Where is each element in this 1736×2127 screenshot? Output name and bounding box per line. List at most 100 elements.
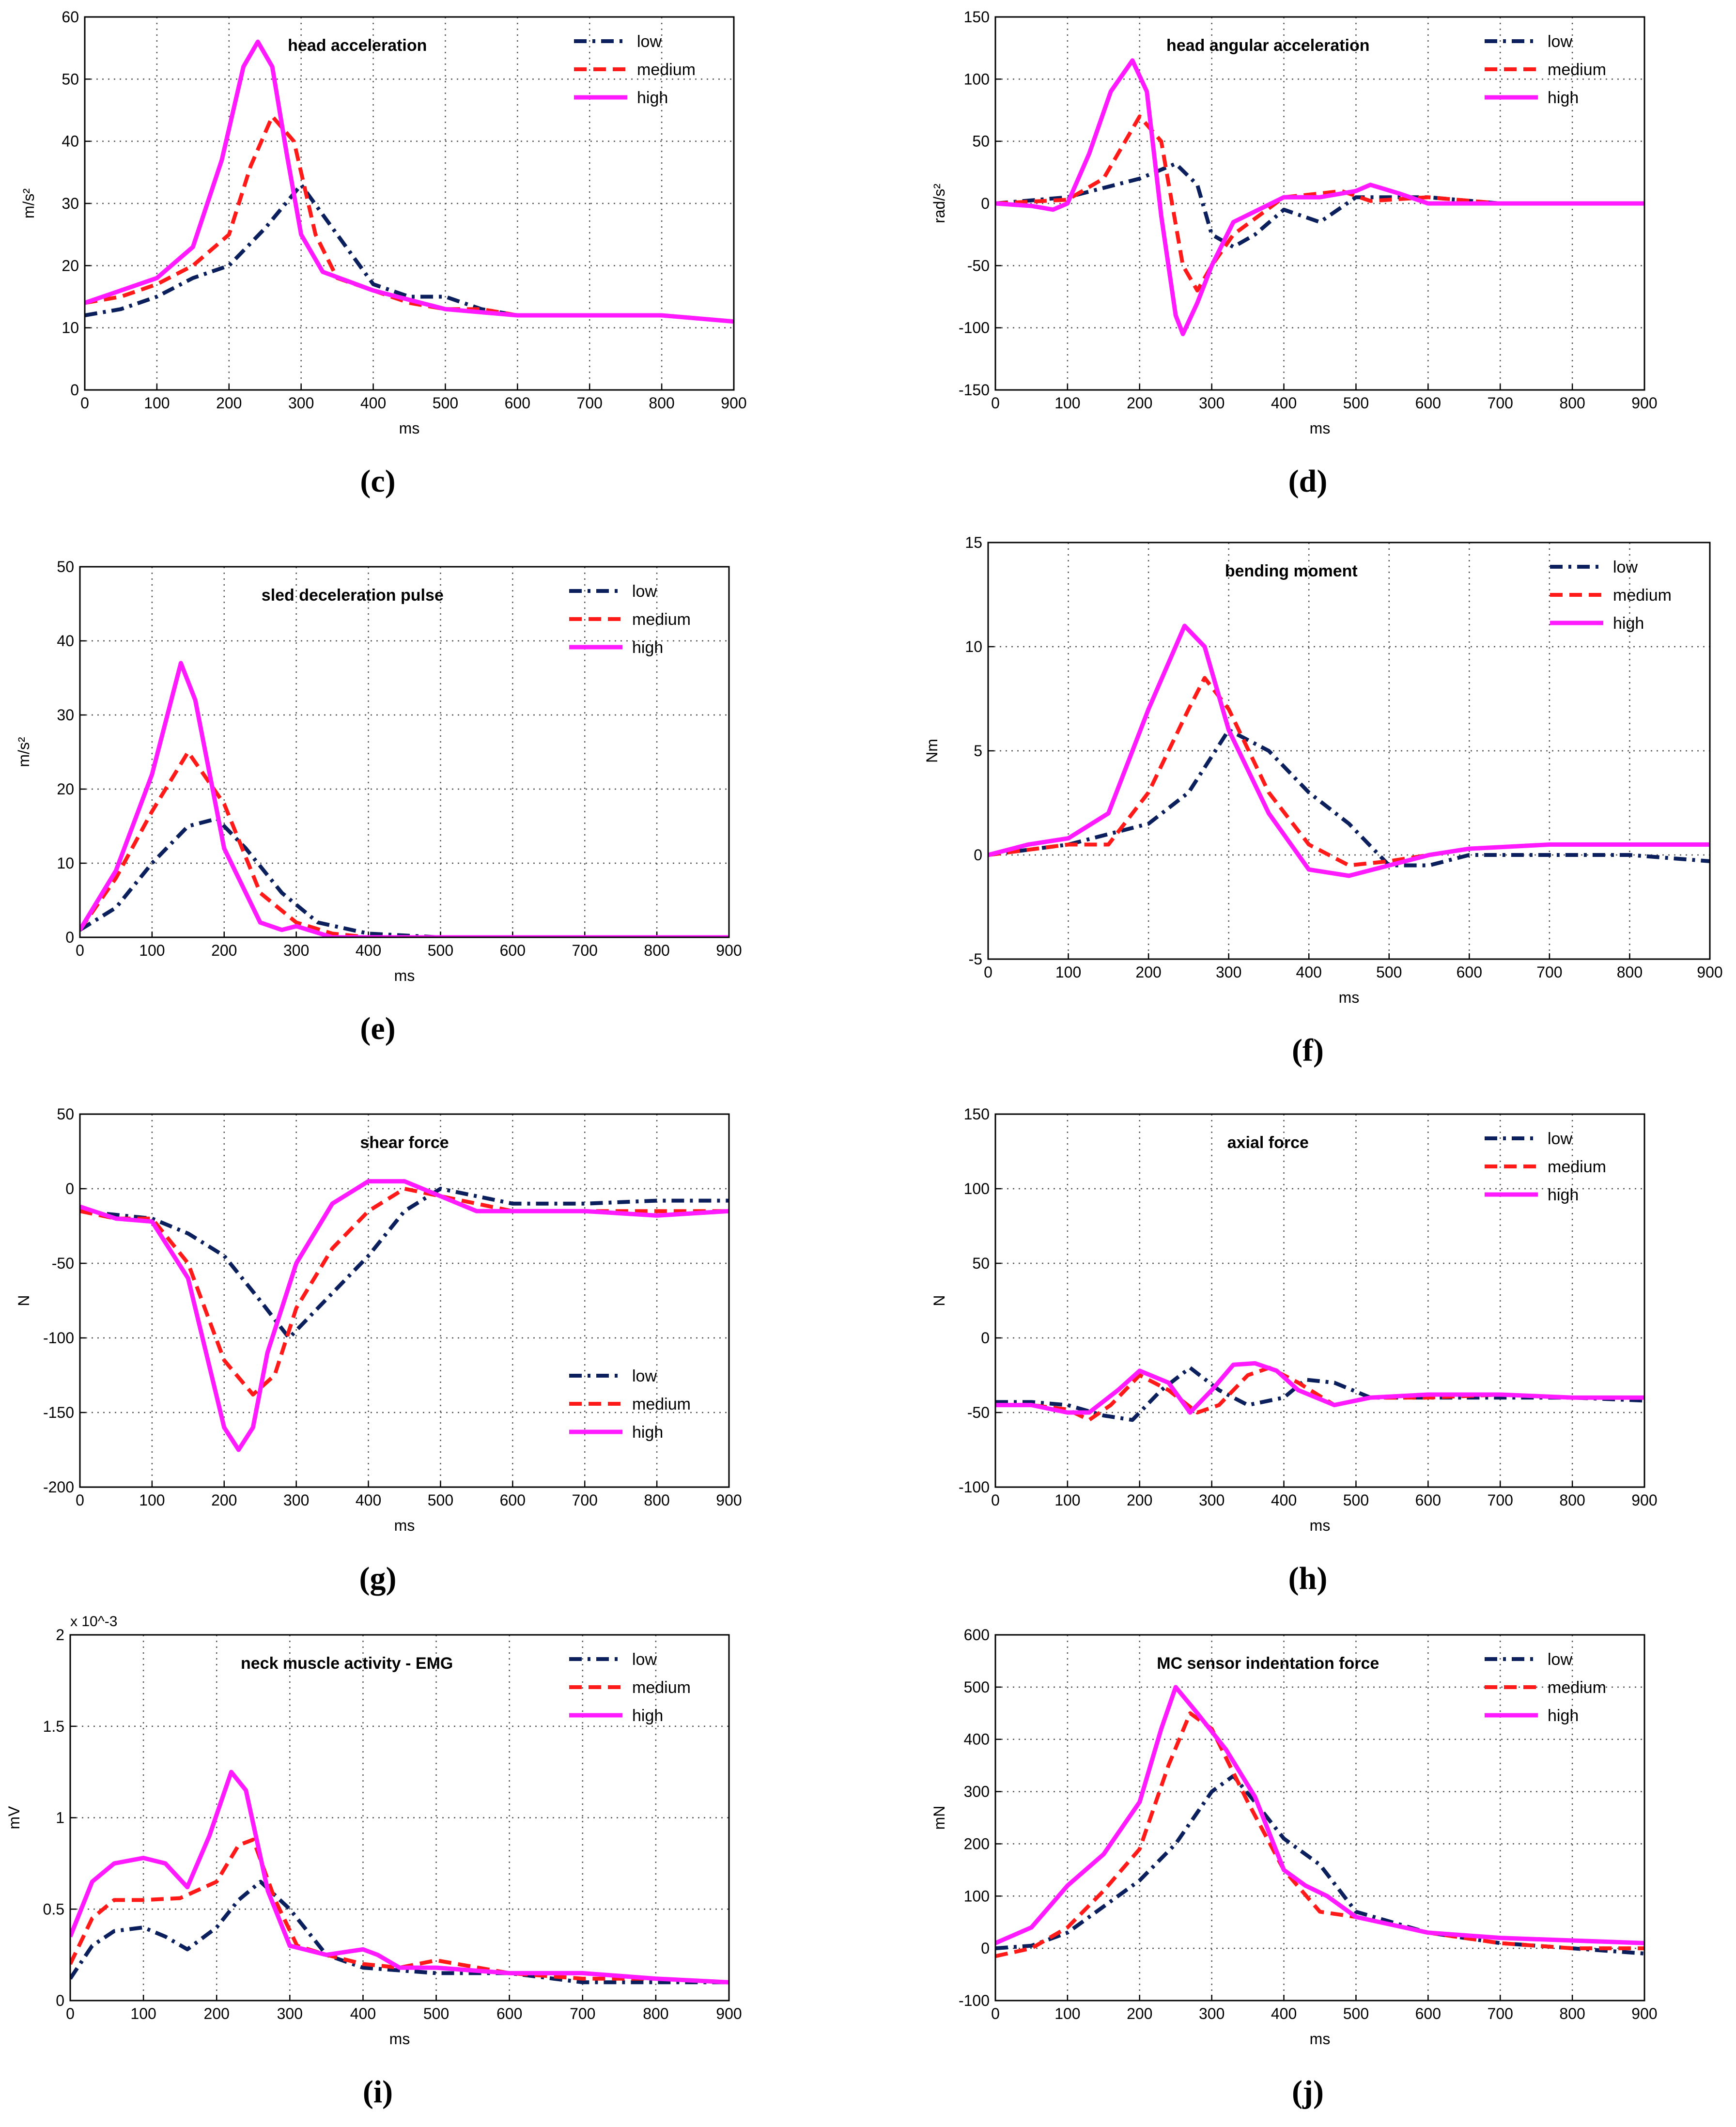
x-tick-label: 100 [1054, 2005, 1080, 2022]
y-axis-label: mV [5, 1806, 23, 1830]
x-axis-label: ms [394, 967, 415, 984]
panel-label: (h) [1288, 1561, 1328, 1596]
y-tick-label: 150 [964, 1105, 990, 1123]
series-line-medium [988, 676, 1710, 868]
x-tick-label: 300 [277, 2005, 303, 2022]
y-tick-label: 0 [65, 1180, 74, 1197]
y-tick-label: 0.5 [43, 1900, 64, 1918]
chart-title: shear force [360, 1133, 449, 1152]
chart-e: 0 100 200 300 400 500 600 700 800 900 0 10 20 30 40 50 s… [15, 558, 742, 1046]
x-tick-label: 700 [572, 1491, 598, 1509]
x-tick-label: 700 [570, 2005, 595, 2022]
series-line-high [995, 58, 1644, 336]
y-tick-label: -50 [967, 257, 990, 274]
plot-area [70, 1635, 729, 2001]
chart-j: 0 100 200 300 400 500 600 700 800 900-10001002003… [930, 1626, 1658, 2110]
legend-label-low: low [1548, 1130, 1572, 1148]
x-tick-label: 500 [1343, 1491, 1369, 1509]
x-tick-label: 0 [984, 963, 992, 981]
legend-label-medium: medium [632, 1678, 691, 1697]
x-tick-label: 0 [76, 1491, 84, 1509]
plot-area [80, 567, 729, 937]
x-tick-label: 100 [1055, 963, 1081, 981]
y-tick-label: 600 [964, 1626, 990, 1644]
panel-label: (j) [1292, 2074, 1324, 2110]
x-tick-label: 900 [1631, 2005, 1657, 2022]
x-tick-label: 200 [211, 1491, 237, 1509]
x-tick-label: 900 [716, 942, 742, 959]
y-tick-label: -100 [43, 1329, 74, 1347]
x-tick-label: 700 [577, 394, 603, 412]
series-line-high [988, 623, 1710, 878]
legend-label-high: high [632, 1423, 663, 1442]
chart-title: neck muscle activity - EMG [241, 1654, 453, 1673]
x-tick-label: 600 [500, 1491, 526, 1509]
x-tick-label: 0 [991, 1491, 1000, 1509]
legend-label-medium: medium [1548, 1158, 1606, 1176]
y-tick-label: 0 [981, 195, 990, 212]
y-tick-label: 40 [62, 133, 79, 150]
x-tick-label: 200 [1135, 963, 1161, 981]
x-tick-label: 600 [496, 2005, 522, 2022]
x-tick-label: 300 [1216, 963, 1241, 981]
y-tick-label: -50 [52, 1255, 74, 1272]
series-line-medium [995, 1366, 1644, 1422]
x-tick-label: 600 [1415, 2005, 1441, 2022]
panel-label: (g) [359, 1561, 397, 1596]
plot-frame [84, 16, 735, 391]
y-tick-label: 50 [62, 70, 79, 88]
x-tick-label: 400 [1271, 394, 1297, 412]
y-tick-label: 20 [57, 780, 74, 798]
plot-area [995, 1114, 1644, 1487]
plot-frame [79, 1113, 730, 1488]
x-tick-label: 100 [139, 942, 165, 959]
x-tick-label: 800 [1559, 2005, 1585, 2022]
y-tick-label: 2 [56, 1626, 64, 1644]
panel-label: (e) [360, 1011, 395, 1046]
chart-title: MC sensor indentation force [1157, 1654, 1379, 1673]
y-tick-label: 200 [964, 1835, 990, 1852]
series-line-low [70, 1879, 729, 1985]
x-axis-label: ms [394, 1517, 415, 1534]
series-line-low [80, 817, 729, 937]
y-tick-label: 5 [974, 742, 982, 760]
x-tick-label: 400 [360, 394, 386, 412]
plot-frame [994, 1113, 1645, 1488]
legend-label-medium: medium [1548, 1678, 1606, 1697]
x-tick-label: 700 [1488, 2005, 1513, 2022]
x-tick-label: 800 [1559, 1491, 1585, 1509]
x-tick-label: 800 [643, 2005, 668, 2022]
y-tick-label: 100 [964, 1887, 990, 1905]
y-tick-label: 0 [981, 1329, 990, 1347]
x-tick-label: 600 [500, 942, 526, 959]
plot-frame [79, 566, 730, 938]
x-tick-label: 300 [283, 942, 309, 959]
y-tick-label: 60 [62, 8, 79, 26]
x-tick-label: 400 [356, 1491, 381, 1509]
x-tick-label: 900 [716, 1491, 742, 1509]
y-tick-label: -100 [959, 1992, 990, 2009]
x-tick-label: 200 [1127, 394, 1152, 412]
plot-frame [69, 1634, 730, 2002]
legend-label-high: high [632, 1707, 663, 1725]
series-line-high [80, 661, 729, 937]
y-tick-label: 50 [972, 1255, 990, 1272]
y-axis-label: mN [930, 1806, 948, 1830]
y-tick-label: 0 [65, 929, 74, 946]
x-axis-label: ms [389, 2030, 410, 2048]
series-line-high [70, 1770, 729, 1985]
series-line-medium [995, 114, 1644, 293]
y-tick-label: 15 [965, 534, 982, 551]
x-tick-label: 600 [1415, 1491, 1441, 1509]
y-tick-label: 0 [70, 381, 79, 399]
x-tick-label: 0 [991, 2005, 1000, 2022]
y-tick-label: -100 [959, 1478, 990, 1496]
x-tick-label: 300 [1199, 1491, 1224, 1509]
y-axis-label: N [15, 1295, 32, 1306]
plot-frame [987, 542, 1711, 960]
x-tick-label: 100 [1054, 394, 1080, 412]
chart-g: 0 100 200 300 400 500 600 700 800 900-200-150-100… [15, 1105, 742, 1596]
y-tick-label: 300 [964, 1783, 990, 1801]
x-tick-label: 200 [204, 2005, 230, 2022]
x-tick-label: 900 [721, 394, 746, 412]
